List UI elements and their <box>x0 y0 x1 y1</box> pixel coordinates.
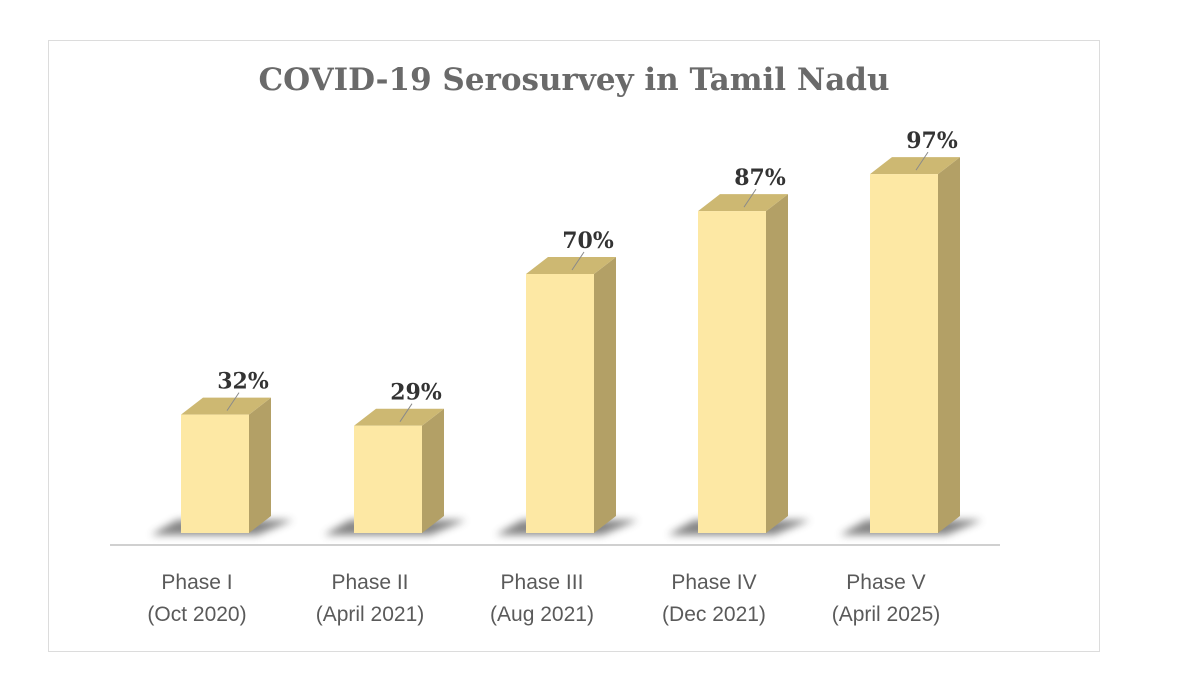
tick-label-date: (April 2025) <box>832 603 941 626</box>
tick-label-phase: Phase V <box>846 571 925 594</box>
bar-front-face <box>698 211 766 533</box>
tick-label: Phase I (Oct 2020) <box>147 571 246 626</box>
tick-labels-group: Phase I(Oct 2020)Phase II(April 2021)Pha… <box>147 571 940 626</box>
bar-front-face <box>526 274 594 533</box>
tick-label-date: (Oct 2020) <box>147 603 246 626</box>
bar-2: 29% <box>324 380 466 535</box>
bar-3: 70% <box>496 228 638 535</box>
tick-label-phase: Phase II <box>331 571 408 594</box>
tick-label-phase: Phase IV <box>671 571 756 594</box>
bar-side-face <box>249 397 271 533</box>
tick-label-date: (Dec 2021) <box>662 603 766 626</box>
tick-label: Phase V (April 2025) <box>832 571 941 626</box>
bars-group: 32% 29% 70% 87% 97% <box>151 128 982 535</box>
bar-side-face <box>422 408 444 533</box>
data-label: 32% <box>217 369 269 395</box>
tick-label: Phase IV (Dec 2021) <box>662 571 766 626</box>
tick-label-phase: Phase III <box>501 571 584 594</box>
data-label-leader <box>743 188 757 208</box>
bar-top-face <box>354 408 444 426</box>
tick-label-phase: Phase I <box>161 571 232 594</box>
chart-title: COVID-19 Serosurvey in Tamil Nadu <box>258 62 889 98</box>
bar-side-face <box>938 157 960 533</box>
data-label: 87% <box>734 165 786 191</box>
bar-side-face <box>766 194 788 533</box>
bar-top-face <box>526 257 616 274</box>
bar-top-face <box>181 397 271 415</box>
tick-label: Phase III (Aug 2021) <box>490 571 594 626</box>
data-label-leader <box>571 251 585 271</box>
data-label: 29% <box>390 380 442 406</box>
data-label-leader <box>915 151 929 171</box>
data-label: 97% <box>906 128 958 154</box>
bar-front-face <box>870 174 938 533</box>
tick-label-date: (April 2021) <box>316 603 425 626</box>
data-label: 70% <box>562 228 614 254</box>
bar-1: 32% <box>151 369 293 535</box>
bar-front-face <box>354 425 422 533</box>
bar-top-face <box>870 157 960 175</box>
bar-front-face <box>181 414 249 533</box>
bar-top-face <box>698 194 788 212</box>
tick-label: Phase II (April 2021) <box>316 571 425 626</box>
tick-label-date: (Aug 2021) <box>490 603 594 626</box>
bar-side-face <box>594 257 616 533</box>
bar-5: 97% <box>840 128 982 535</box>
data-label-leader <box>226 392 240 411</box>
bar-4: 87% <box>668 165 810 535</box>
data-label-leader <box>399 403 413 422</box>
